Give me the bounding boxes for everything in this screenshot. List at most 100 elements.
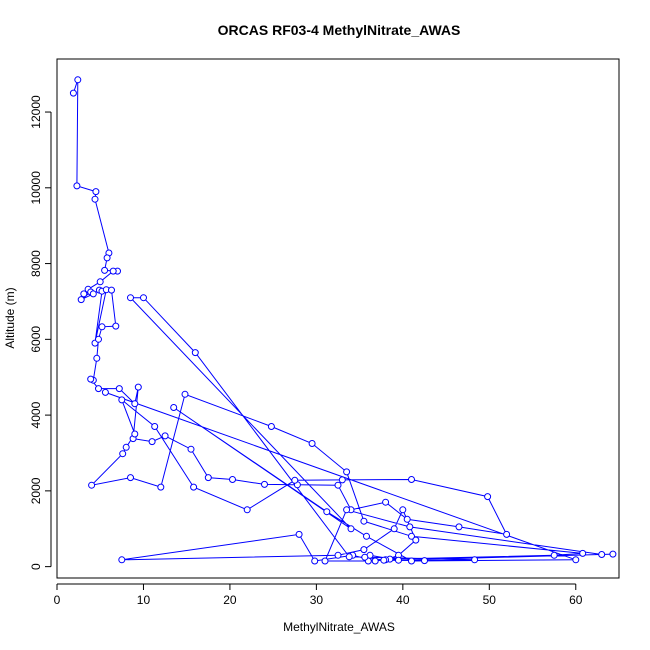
x-tick-label: 50 [483,593,497,607]
x-axis: 0 10 20 30 40 50 60 [54,583,583,607]
data-point [151,423,159,430]
data-point [134,383,142,391]
data-point [399,506,407,514]
data-point [484,493,492,501]
y-tick-label: 4000 [29,401,43,428]
data-point [187,445,195,453]
data-point [338,476,346,484]
plot-frame [56,58,620,579]
data-point [80,290,88,298]
x-tick-label: 30 [310,593,324,607]
data-point [343,468,351,476]
x-tick-label: 10 [137,593,151,607]
x-axis-label: MethylNitrate_AWAS [283,620,395,634]
data-point [334,551,342,559]
data-point [579,549,587,557]
data-point [74,76,82,84]
data-point [311,557,319,565]
data-point [471,556,479,564]
x-tick-label: 40 [396,593,410,607]
data-point [380,556,388,564]
data-point [118,556,126,564]
data-point [204,474,212,482]
data-point [98,323,106,331]
data-point [157,483,165,491]
data-layer [69,76,617,565]
data-point [73,182,81,190]
data-point [101,388,109,396]
data-point [92,188,100,196]
data-point [229,476,236,483]
data-point [119,450,127,458]
y-tick-label: 2000 [29,477,43,504]
data-point [347,525,355,533]
data-point [131,430,139,438]
data-point [360,517,368,525]
data-point [390,525,398,533]
data-point [108,286,115,294]
data-point [321,557,329,565]
data-point [382,498,390,506]
data-point [109,267,117,275]
x-tick-label: 0 [54,593,61,607]
data-point [503,530,511,538]
data-point [161,432,169,440]
data-point [363,532,370,540]
data-point [323,508,331,516]
data-point [77,296,85,304]
data-point [609,550,617,558]
data-point [334,481,342,489]
y-tick-label: 0 [29,563,43,570]
data-point [345,553,353,561]
data-point [598,551,606,558]
data-point [412,536,420,544]
data-point [191,349,199,357]
data-point [371,557,379,565]
data-point [87,375,95,383]
data-point [118,396,126,404]
data-point [115,385,123,393]
data-point [408,476,415,483]
chart-title: ORCAS RF03-4 MethylNitrate_AWAS [218,22,461,38]
y-axis-label: Altitude (m) [3,287,17,348]
y-axis: 0 2000 4000 6000 8000 10000 12000 [29,95,52,570]
data-point [93,354,101,362]
data-point [360,546,368,554]
data-point [403,515,411,523]
data-point [69,89,77,97]
x-tick-label: 60 [569,593,583,607]
data-point [140,294,147,302]
data-point [408,557,415,565]
data-point [308,440,316,447]
data-point [550,551,558,559]
data-point [408,532,415,540]
data-point [95,335,102,343]
data-point [103,254,111,262]
x-tick-label: 20 [223,593,237,607]
data-point [455,523,463,531]
data-point [95,385,102,393]
data-point [243,506,251,514]
data-point [88,481,96,489]
data-point [91,195,99,203]
data-point [295,530,303,538]
y-tick-label: 6000 [29,326,43,353]
data-point [406,523,414,531]
data-point [291,476,299,484]
data-point [181,390,189,398]
y-tick-label: 10000 [29,171,43,205]
data-point [267,423,275,430]
data-point [127,294,134,302]
data-point [101,266,109,274]
data-point [421,557,428,565]
data-point [122,443,130,451]
data-point [572,556,580,564]
data-point [343,506,351,514]
data-point [127,474,134,482]
data-point [131,400,139,408]
data-point [395,556,402,564]
data-point [170,404,178,411]
data-point [112,322,120,330]
